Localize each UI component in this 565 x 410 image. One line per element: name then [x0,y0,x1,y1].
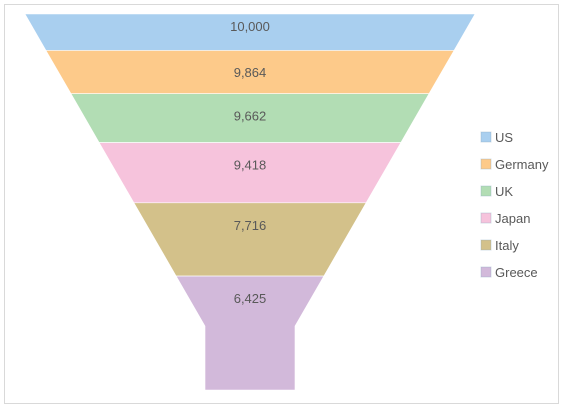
data-label-japan: 9,418 [234,158,267,173]
legend-item-japan[interactable]: Japan [480,211,530,226]
legend-item-italy[interactable]: Italy [480,238,519,253]
data-label-greece: 6,425 [234,291,267,306]
legend-swatch [480,239,492,251]
legend-swatch [480,266,492,278]
data-label-italy: 7,716 [234,218,267,233]
legend-label: Germany [495,157,549,172]
legend-item-uk[interactable]: UK [480,184,513,199]
legend-label: UK [495,184,513,199]
legend-item-germany[interactable]: Germany [480,157,549,172]
data-label-germany: 9,864 [234,65,267,80]
funnel-segment-japan [98,142,402,204]
funnel-segment-italy [133,202,367,277]
legend-swatch [480,212,492,224]
legend-label: Greece [495,265,538,280]
data-label-us: 10,000 [230,19,270,34]
funnel-segments [24,13,476,391]
legend-label: US [495,130,513,145]
legend-label: Italy [495,238,519,253]
legend-label: Japan [495,211,530,226]
legend: US Germany UK Japan Italy Greece [480,130,549,280]
funnel-value-labels: 10,000 9,864 9,662 9,418 7,716 6,425 [230,19,270,306]
legend-item-greece[interactable]: Greece [480,265,538,280]
legend-swatch [480,131,492,143]
legend-swatch [480,158,492,170]
funnel-segment-greece [175,275,325,391]
data-label-uk: 9,662 [234,109,267,124]
legend-item-us[interactable]: US [480,130,513,145]
legend-swatch [480,185,492,197]
